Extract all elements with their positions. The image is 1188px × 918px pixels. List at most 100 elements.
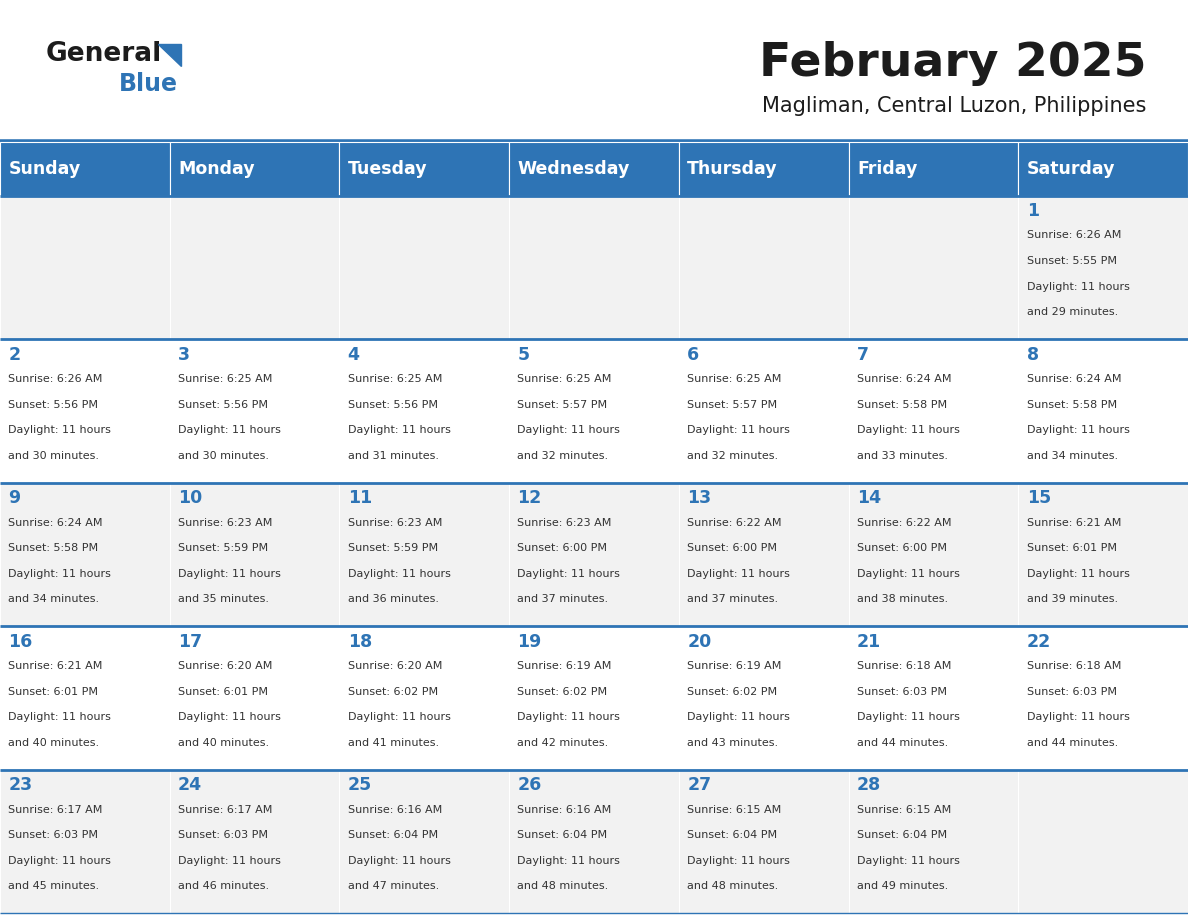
Text: Sunrise: 6:25 AM: Sunrise: 6:25 AM [178, 374, 272, 384]
Text: Daylight: 11 hours: Daylight: 11 hours [1026, 568, 1130, 578]
Text: and 39 minutes.: and 39 minutes. [1026, 594, 1118, 604]
Text: Daylight: 11 hours: Daylight: 11 hours [348, 712, 450, 722]
Text: Sunset: 6:04 PM: Sunset: 6:04 PM [518, 830, 607, 840]
Bar [510, 483, 678, 626]
Bar [340, 142, 510, 196]
Text: and 47 minutes.: and 47 minutes. [348, 881, 440, 891]
Bar [510, 770, 678, 913]
Text: Sunrise: 6:16 AM: Sunrise: 6:16 AM [518, 805, 612, 814]
Text: Sunrise: 6:26 AM: Sunrise: 6:26 AM [1026, 230, 1121, 241]
Text: Daylight: 11 hours: Daylight: 11 hours [1026, 712, 1130, 722]
Bar [170, 626, 340, 770]
Text: 22: 22 [1026, 633, 1051, 651]
Bar [340, 483, 510, 626]
Text: Sunrise: 6:16 AM: Sunrise: 6:16 AM [348, 805, 442, 814]
Text: Daylight: 11 hours: Daylight: 11 hours [857, 425, 960, 435]
Text: and 40 minutes.: and 40 minutes. [178, 738, 270, 748]
Bar [1018, 142, 1188, 196]
Bar [340, 339, 510, 483]
Bar [510, 142, 678, 196]
Text: 8: 8 [1026, 345, 1038, 364]
Text: General: General [45, 41, 162, 67]
Text: and 46 minutes.: and 46 minutes. [178, 881, 270, 891]
Text: Sunset: 6:00 PM: Sunset: 6:00 PM [857, 543, 947, 554]
Text: Sunset: 5:59 PM: Sunset: 5:59 PM [348, 543, 438, 554]
Text: Daylight: 11 hours: Daylight: 11 hours [178, 568, 280, 578]
Text: Sunrise: 6:17 AM: Sunrise: 6:17 AM [8, 805, 102, 814]
Text: Daylight: 11 hours: Daylight: 11 hours [857, 568, 960, 578]
Text: Daylight: 11 hours: Daylight: 11 hours [348, 425, 450, 435]
Text: 23: 23 [8, 777, 32, 794]
Text: and 44 minutes.: and 44 minutes. [1026, 738, 1118, 748]
Text: 4: 4 [348, 345, 360, 364]
Bar [340, 196, 510, 339]
Text: Sunset: 6:04 PM: Sunset: 6:04 PM [348, 830, 438, 840]
Text: Daylight: 11 hours: Daylight: 11 hours [518, 856, 620, 866]
Text: Daylight: 11 hours: Daylight: 11 hours [857, 856, 960, 866]
Text: Sunrise: 6:18 AM: Sunrise: 6:18 AM [857, 661, 952, 671]
Text: and 33 minutes.: and 33 minutes. [857, 451, 948, 461]
Text: Sunset: 6:04 PM: Sunset: 6:04 PM [687, 830, 777, 840]
Text: 24: 24 [178, 777, 202, 794]
Text: Sunset: 5:57 PM: Sunset: 5:57 PM [518, 399, 607, 409]
Text: Sunrise: 6:22 AM: Sunrise: 6:22 AM [687, 518, 782, 528]
Bar [1018, 770, 1188, 913]
Text: Daylight: 11 hours: Daylight: 11 hours [687, 425, 790, 435]
Text: Daylight: 11 hours: Daylight: 11 hours [687, 856, 790, 866]
Bar [678, 626, 848, 770]
Text: Sunset: 6:01 PM: Sunset: 6:01 PM [8, 687, 99, 697]
Text: 10: 10 [178, 489, 202, 507]
Text: and 49 minutes.: and 49 minutes. [857, 881, 948, 891]
Text: Sunrise: 6:24 AM: Sunrise: 6:24 AM [8, 518, 103, 528]
Text: Sunset: 6:03 PM: Sunset: 6:03 PM [857, 687, 947, 697]
Text: and 44 minutes.: and 44 minutes. [857, 738, 948, 748]
Text: and 30 minutes.: and 30 minutes. [178, 451, 268, 461]
Text: 11: 11 [348, 489, 372, 507]
Text: 14: 14 [857, 489, 881, 507]
Text: Sunset: 6:03 PM: Sunset: 6:03 PM [178, 830, 268, 840]
Text: Sunrise: 6:21 AM: Sunrise: 6:21 AM [1026, 518, 1121, 528]
Text: 26: 26 [518, 777, 542, 794]
Text: Daylight: 11 hours: Daylight: 11 hours [8, 712, 112, 722]
Text: Sunset: 5:58 PM: Sunset: 5:58 PM [1026, 399, 1117, 409]
Text: Daylight: 11 hours: Daylight: 11 hours [8, 856, 112, 866]
Text: and 29 minutes.: and 29 minutes. [1026, 308, 1118, 317]
Text: 19: 19 [518, 633, 542, 651]
Text: and 34 minutes.: and 34 minutes. [8, 594, 100, 604]
Text: and 35 minutes.: and 35 minutes. [178, 594, 268, 604]
Text: and 34 minutes.: and 34 minutes. [1026, 451, 1118, 461]
Text: and 32 minutes.: and 32 minutes. [687, 451, 778, 461]
Text: Sunrise: 6:23 AM: Sunrise: 6:23 AM [178, 518, 272, 528]
Text: and 45 minutes.: and 45 minutes. [8, 881, 100, 891]
Text: and 43 minutes.: and 43 minutes. [687, 738, 778, 748]
Text: Monday: Monday [178, 160, 254, 178]
Bar [0, 626, 170, 770]
Bar [1018, 483, 1188, 626]
Text: Daylight: 11 hours: Daylight: 11 hours [348, 568, 450, 578]
Text: 25: 25 [348, 777, 372, 794]
Text: Sunrise: 6:25 AM: Sunrise: 6:25 AM [348, 374, 442, 384]
Text: Sunset: 6:02 PM: Sunset: 6:02 PM [687, 687, 777, 697]
Text: and 36 minutes.: and 36 minutes. [348, 594, 438, 604]
Bar [510, 626, 678, 770]
Text: Sunrise: 6:25 AM: Sunrise: 6:25 AM [687, 374, 782, 384]
Text: Sunrise: 6:20 AM: Sunrise: 6:20 AM [178, 661, 272, 671]
Text: Daylight: 11 hours: Daylight: 11 hours [1026, 425, 1130, 435]
Text: Sunrise: 6:19 AM: Sunrise: 6:19 AM [518, 661, 612, 671]
Bar [170, 196, 340, 339]
Text: Sunset: 5:58 PM: Sunset: 5:58 PM [857, 399, 947, 409]
Text: 6: 6 [687, 345, 700, 364]
Text: Sunrise: 6:15 AM: Sunrise: 6:15 AM [857, 805, 952, 814]
Bar [0, 483, 170, 626]
Text: Sunrise: 6:24 AM: Sunrise: 6:24 AM [1026, 374, 1121, 384]
Bar [848, 483, 1018, 626]
Bar [0, 339, 170, 483]
Text: Sunset: 5:56 PM: Sunset: 5:56 PM [348, 399, 437, 409]
Text: Sunrise: 6:21 AM: Sunrise: 6:21 AM [8, 661, 102, 671]
Text: Tuesday: Tuesday [348, 160, 428, 178]
Text: Sunset: 6:04 PM: Sunset: 6:04 PM [857, 830, 947, 840]
Text: 27: 27 [687, 777, 712, 794]
Text: Sunrise: 6:18 AM: Sunrise: 6:18 AM [1026, 661, 1121, 671]
Bar [848, 196, 1018, 339]
Bar [170, 142, 340, 196]
